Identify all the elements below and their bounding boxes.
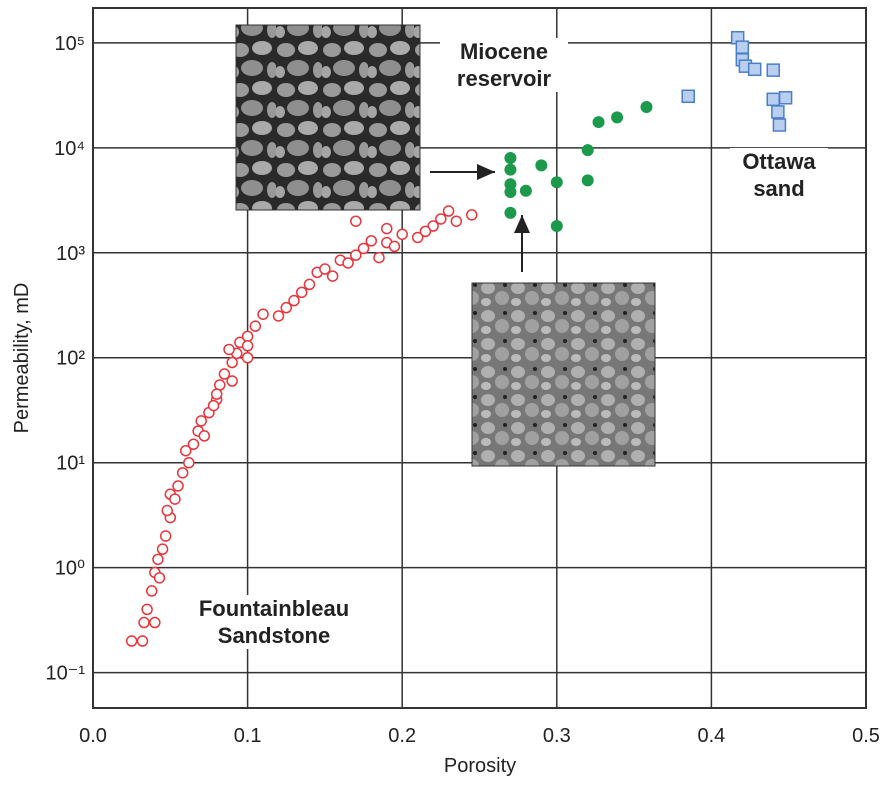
point [127,636,137,646]
point [173,481,183,491]
point [227,358,237,368]
point [212,389,222,399]
point [366,236,376,246]
point [736,41,748,53]
point [593,116,605,128]
point [328,271,338,281]
x-tick-label: 0.3 [543,725,571,747]
point [281,303,291,313]
point [767,93,779,105]
chart: Porosity Permeability, mD 10⁻¹10⁰10¹10²1… [0,0,889,787]
micrograph [472,283,655,466]
point [297,287,307,297]
point [504,186,516,198]
point [150,618,160,628]
tick-labels: 10⁻¹ 10⁰ 10¹ 10² 10³ 10⁴ 10⁵ 0.0 0.1 0.2 0.3 0.4 0.5 [46,33,880,747]
point [359,243,369,253]
point [682,90,694,102]
point [250,321,260,331]
point [582,144,594,156]
point [154,573,164,583]
point [374,253,384,263]
x-tick-label: 0.2 [388,725,416,747]
point [551,176,563,188]
point [582,174,594,186]
point [161,531,171,541]
y-tick-label: 10³ [56,243,85,265]
point [243,353,253,363]
point [153,554,163,564]
point [780,92,792,104]
y-tick-label: 10² [56,348,85,370]
point [243,331,253,341]
y-tick-label: 10⁵ [54,33,85,55]
y-tick-label: 10⁰ [55,558,85,580]
annotation: Ottawa sand [730,148,828,202]
point [178,468,188,478]
point [274,311,284,321]
x-tick-label: 0.5 [852,725,880,747]
point [420,226,430,236]
point [199,431,209,441]
point [773,119,785,131]
point [504,207,516,219]
point [389,241,399,251]
point [535,159,547,171]
point [382,224,392,234]
point [196,416,206,426]
point [343,258,353,268]
point [504,152,516,164]
micrograph [236,25,420,210]
point [170,494,180,504]
x-tick-label: 0.0 [79,725,107,747]
x-tick-label: 0.4 [697,725,725,747]
point [504,164,516,176]
point [520,185,532,197]
point [397,229,407,239]
point [444,206,454,216]
point [158,544,168,554]
annotation: Miocene reservoir [440,38,568,92]
point [451,216,461,226]
point [749,63,761,75]
point [227,376,237,386]
point [162,506,172,516]
point [243,341,253,351]
point [304,279,314,289]
point [467,210,477,220]
point [436,214,446,224]
y-tick-label: 10¹ [56,453,85,475]
point [137,636,147,646]
point [551,220,563,232]
point [188,439,198,449]
point [258,309,268,319]
point [772,106,784,118]
chart-svg: Porosity Permeability, mD 10⁻¹10⁰10¹10²1… [0,0,889,787]
x-axis-label: Porosity [444,755,516,777]
y-axis-label: Permeability, mD [11,283,33,434]
points [127,32,792,646]
annotation: Fountainbleau Sandstone [185,595,363,649]
point [147,586,157,596]
point [142,604,152,614]
point [611,111,623,123]
y-tick-label: 10⁴ [54,138,85,160]
point [184,458,194,468]
y-tick-label: 10⁻¹ [46,663,86,685]
point [139,618,149,628]
point [640,101,652,113]
point [209,401,219,411]
point [351,216,361,226]
x-tick-label: 0.1 [234,725,262,747]
point [767,64,779,76]
point [224,344,234,354]
